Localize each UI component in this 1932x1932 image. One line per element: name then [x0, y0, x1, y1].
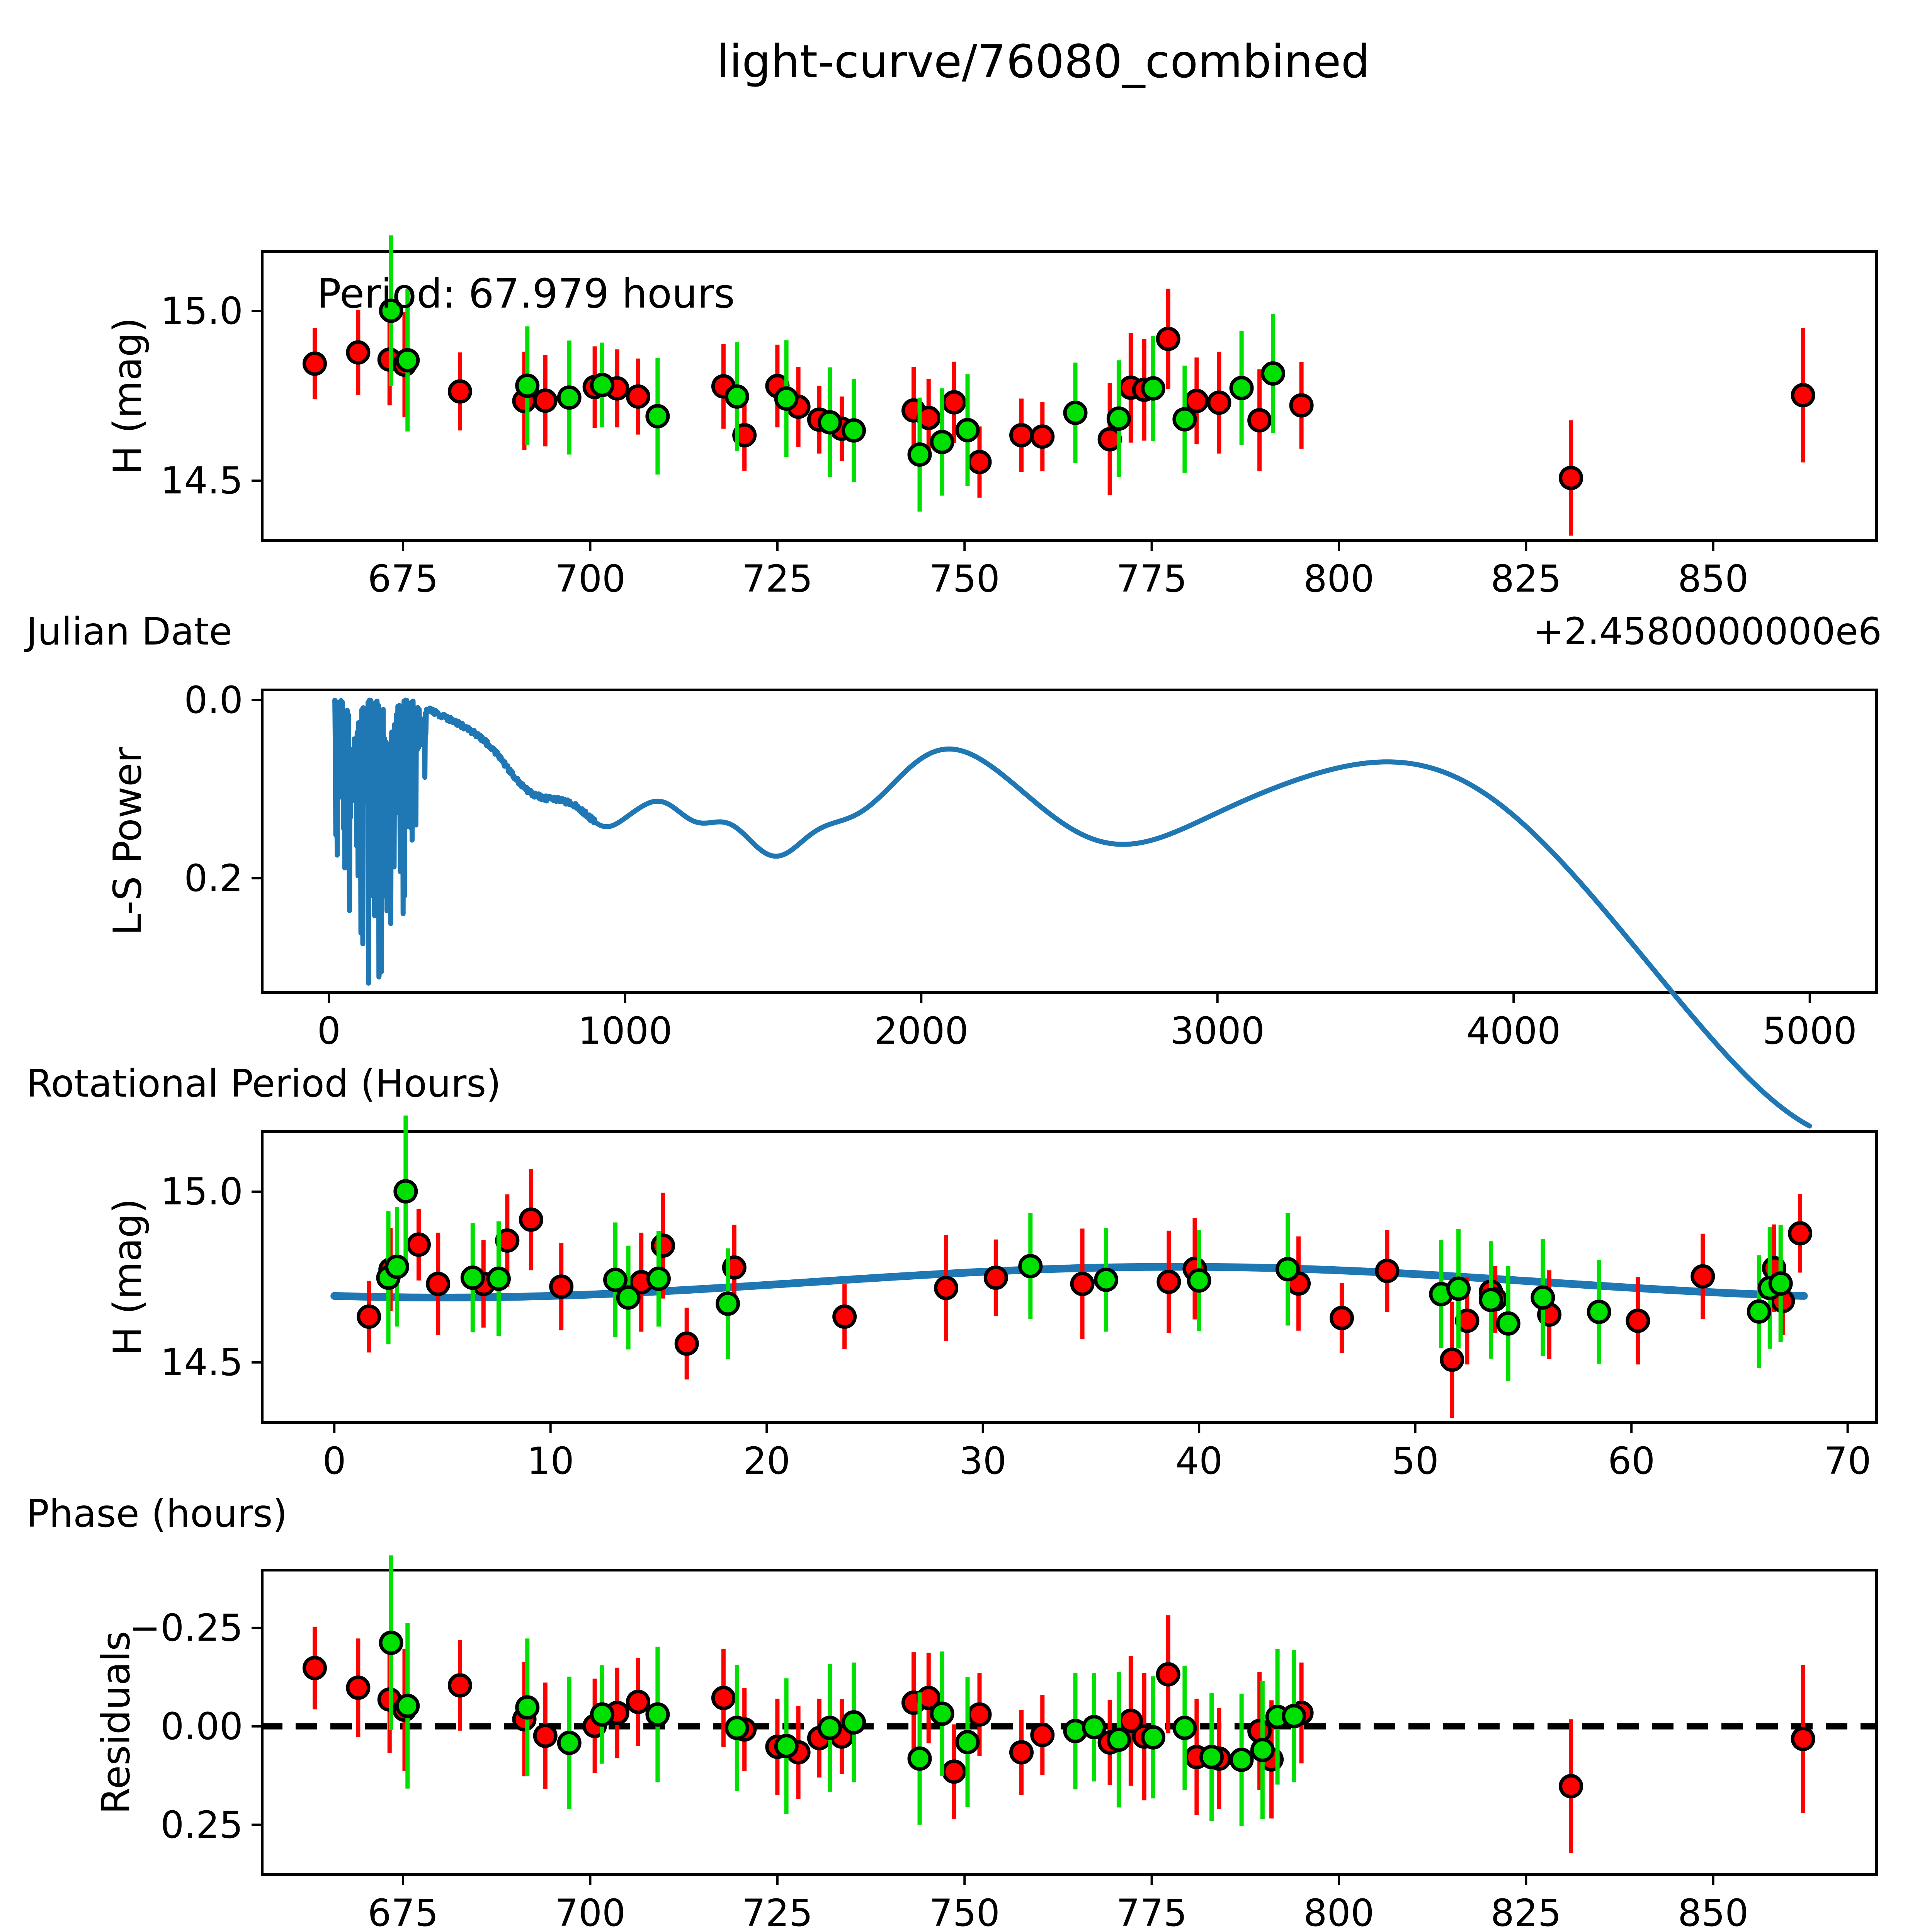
xtick-label-0-3: 750	[929, 557, 1000, 600]
panel-phase-folded	[261, 1130, 1878, 1424]
period-annotation: Period: 67.979 hours	[317, 270, 735, 317]
xtick-label-0-1: 700	[554, 557, 626, 600]
xtick-label-3-4: 775	[1116, 1891, 1187, 1932]
series-series_b	[379, 1555, 1306, 1826]
xtick-label-3-5: 800	[1303, 1891, 1374, 1932]
series-series_a	[303, 1615, 1815, 1853]
xtick-label-3-3: 750	[929, 1891, 1000, 1932]
xtick-label-0-4: 775	[1116, 557, 1187, 600]
panel-light-curve	[261, 250, 1878, 542]
xtick-label-3-2: 725	[742, 1891, 813, 1932]
xtick-label-2-1: 10	[527, 1439, 574, 1483]
xtick-label-2-6: 60	[1608, 1439, 1655, 1483]
xtick-label-3-7: 850	[1678, 1891, 1749, 1932]
ytick-label-3-1: 0.00	[160, 1704, 243, 1748]
xtick-label-3-1: 700	[554, 1891, 626, 1932]
series-series_b	[379, 235, 1285, 512]
ytick-label-2-1: 14.5	[160, 1340, 243, 1384]
panel-residuals	[261, 1569, 1878, 1876]
series-series_a	[357, 1169, 1813, 1418]
xtick-label-0-6: 825	[1490, 557, 1561, 600]
xtick-label-2-2: 20	[743, 1439, 791, 1483]
xtick-label-2-5: 50	[1391, 1439, 1439, 1483]
ytick-label-0-0: 15.0	[160, 289, 243, 333]
xtick-label-2-7: 70	[1824, 1439, 1871, 1483]
panel-periodogram	[261, 689, 1878, 994]
xtick-label-1-3: 3000	[1170, 1009, 1265, 1053]
xtick-label-1-5: 5000	[1762, 1009, 1857, 1053]
series-series_b	[376, 1116, 1793, 1381]
xtick-label-1-2: 2000	[874, 1009, 969, 1053]
figure-title: light-curve/76080_combined	[716, 35, 1370, 88]
xtick-label-1-1: 1000	[578, 1009, 672, 1053]
xtick-label-0-7: 850	[1678, 557, 1749, 600]
ytick-label-1-0: 0.0	[184, 678, 243, 722]
xtick-label-3-0: 675	[367, 1891, 439, 1932]
panel-light-curve-xlabel: Julian Date	[26, 610, 233, 654]
panel-light-curve-xoffset: +2.4580000000e6	[1533, 610, 1882, 653]
xtick-label-0-0: 675	[367, 557, 439, 600]
xtick-label-1-4: 4000	[1466, 1009, 1561, 1053]
periodogram-curve	[332, 697, 1812, 1129]
panel-periodogram-xlabel: Rotational Period (Hours)	[26, 1062, 501, 1106]
xtick-label-2-4: 40	[1175, 1439, 1223, 1483]
xtick-label-1-0: 0	[317, 1009, 341, 1053]
xtick-label-2-3: 30	[959, 1439, 1007, 1483]
ytick-label-3-2: −0.25	[129, 1606, 243, 1650]
xtick-label-0-2: 725	[742, 557, 813, 600]
ytick-label-3-0: 0.25	[160, 1803, 243, 1847]
xtick-label-3-6: 825	[1490, 1891, 1561, 1932]
ytick-label-0-1: 14.5	[160, 459, 243, 502]
xtick-label-2-0: 0	[322, 1439, 346, 1483]
xtick-label-0-5: 800	[1303, 557, 1374, 600]
ytick-label-2-0: 15.0	[160, 1170, 243, 1214]
sine-fit-curve	[330, 1263, 1808, 1301]
ytick-label-1-1: 0.2	[184, 856, 243, 900]
panel-phase-folded-xlabel: Phase (hours)	[26, 1492, 287, 1536]
